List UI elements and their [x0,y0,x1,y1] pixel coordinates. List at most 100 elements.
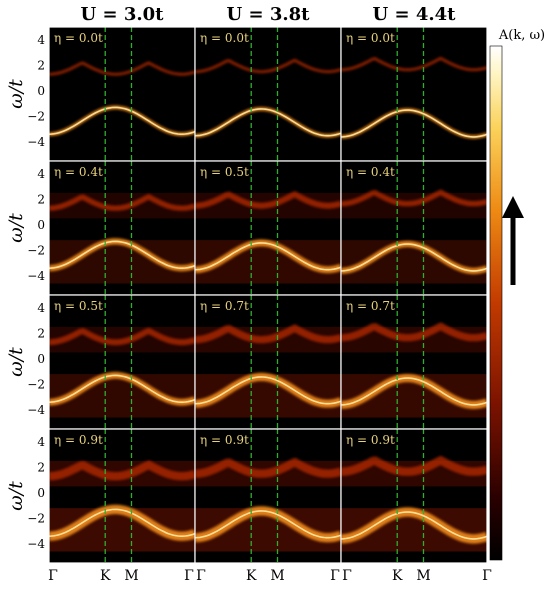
y-tick-label: 2 [37,58,45,72]
y-tick-label: 2 [37,460,45,474]
y-tick-label: −2 [27,377,45,391]
spectral-panel: η = 0.0t [48,26,196,162]
y-axis-labels: ω/t 4 2 0 −2 −4 ω/t 4 2 0 −2 −4 ω/t 4 2 0 −2 −4 ω/t 4 2 0 −2 −4 [5,33,45,551]
lower-band-series [49,106,195,135]
eta-label: η = 0.9t [54,433,103,447]
eta-label: η = 0.0t [200,31,249,45]
eta-label: η = 0.0t [346,31,395,45]
y-tick-label: −2 [27,109,45,123]
upper-band-series [195,457,341,478]
y-tick-label: 4 [37,301,45,315]
column-title: U = 3.8t [227,4,311,25]
panel-background [195,161,341,295]
lower-band-series [341,243,487,272]
y-tick-label: 0 [37,486,45,500]
lower-band-series [49,508,195,537]
upper-band-series [49,61,195,76]
panel-background [195,27,341,161]
y-tick-label: −2 [27,511,45,525]
eta-label: η = 0.7t [346,299,395,313]
upper-band-series [341,189,487,207]
y-tick-label: 4 [37,167,45,181]
y-tick-label: 0 [37,218,45,232]
x-tick-label: Γ [482,568,492,584]
eta-label: η = 0.7t [200,299,249,313]
y-tick-label: −4 [27,135,45,149]
y-axis-label: ω/t [5,79,27,109]
upper-band-series [341,56,487,72]
panel-background [49,295,195,429]
colorbar: A(k, ω) [489,28,545,561]
spectral-panel: η = 0.7t [340,294,488,430]
y-axis-label: ω/t [5,213,27,243]
spectral-panel: η = 0.5t [48,294,196,430]
y-tick-label: 4 [37,435,45,449]
spectral-panel: η = 0.9t [48,428,196,564]
eta-label: η = 0.5t [200,165,249,179]
y-axis-label: ω/t [5,347,27,377]
y-tick-label: −4 [27,537,45,551]
lower-band-series [195,108,341,137]
upper-band-series [49,327,195,346]
x-tick-label: Γ [342,568,352,584]
panel-background [49,27,195,161]
lower-band-series [341,109,487,138]
panel-border [340,428,488,564]
lower-band-series [49,374,195,403]
x-tick-label: Γ [48,568,58,584]
spectral-panel: η = 0.0t [340,26,488,162]
eta-label: η = 0.0t [54,31,103,45]
x-tick-label: K [246,568,257,584]
y-tick-label: −4 [27,269,45,283]
column-titles: U = 3.0t U = 3.8t U = 4.4t [81,4,457,25]
colorbar-label: A(k, ω) [498,28,545,43]
increase-arrow-icon [502,196,524,218]
spectral-panel: η = 0.5t [194,160,342,296]
y-tick-label: 2 [37,192,45,206]
column-title: U = 3.0t [81,4,165,25]
lower-band-series [341,511,487,540]
x-tick-label: M [124,568,138,584]
colorbar-gradient [489,45,503,561]
x-tick-label: M [416,568,430,584]
x-tick-label: Γ [330,568,340,584]
panel-background [49,161,195,295]
eta-label: η = 0.5t [54,299,103,313]
y-tick-label: 0 [37,352,45,366]
x-tick-label: Γ [184,568,194,584]
x-tick-label: K [392,568,403,584]
spectral-panel: η = 0.4t [340,160,488,296]
upper-band-series [341,455,487,476]
spectral-panel: η = 0.9t [194,428,342,564]
y-tick-label: −2 [27,243,45,257]
column-title: U = 4.4t [373,4,457,25]
upper-band-series [195,324,341,344]
y-tick-label: 0 [37,84,45,98]
lower-band-series [195,376,341,405]
y-tick-label: 2 [37,326,45,340]
x-tick-label: M [270,568,284,584]
eta-label: η = 0.9t [346,433,395,447]
x-tick-label: Γ [196,568,206,584]
x-tick-label: K [100,568,111,584]
upper-band-series [195,58,341,74]
spectral-panel: η = 0.9t [340,428,488,564]
panel-grid: η = 0.0t η = 0.0t η = 0.0t η = 0.4t η = 0.5t… [48,26,488,564]
y-tick-label: −4 [27,403,45,417]
y-tick-label: 4 [37,33,45,47]
panel-background [341,161,487,295]
lower-band-series [49,240,195,269]
lower-band-series [195,510,341,539]
spectral-panel: η = 0.0t [194,26,342,162]
eta-label: η = 0.4t [54,165,103,179]
lower-band-series [341,377,487,406]
spectral-panel: η = 0.7t [194,294,342,430]
spectral-panel: η = 0.4t [48,160,196,296]
upper-band-series [49,460,195,481]
eta-label: η = 0.4t [346,165,395,179]
y-axis-label: ω/t [5,481,27,511]
panel-background [341,27,487,161]
eta-label: η = 0.9t [200,433,249,447]
